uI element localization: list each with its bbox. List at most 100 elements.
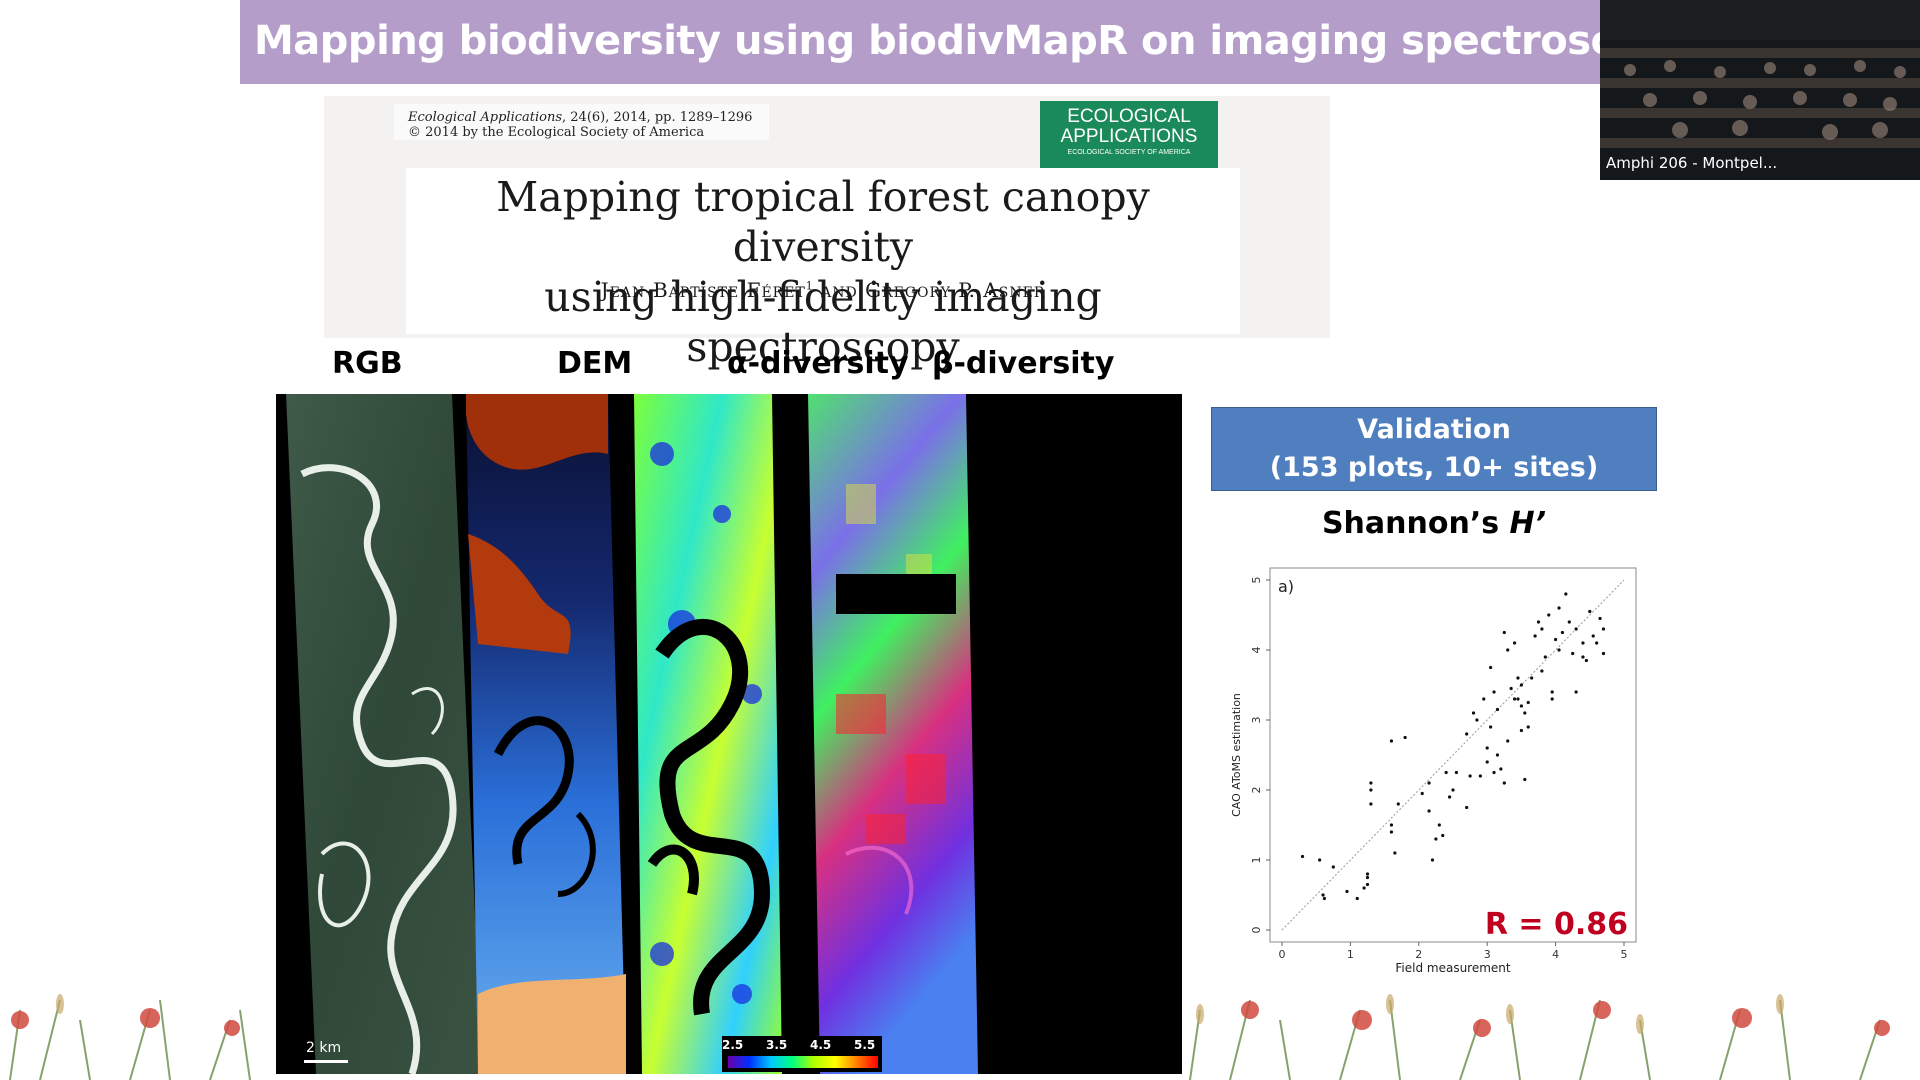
scatter-point (1482, 697, 1486, 701)
paper-authors: Jean-Baptiste Féret1 and Gregory P. Asne… (406, 278, 1240, 302)
scatter-point (1519, 683, 1523, 687)
scatter-point (1567, 620, 1571, 624)
y-tick-label: 0 (1250, 927, 1263, 934)
colorbar-tick: 3.5 (766, 1038, 788, 1052)
scatter-point (1533, 634, 1537, 638)
scatter-point (1571, 651, 1575, 656)
lecture-hall-image (1600, 0, 1920, 180)
scatter-point (1485, 746, 1489, 750)
metric-prefix: Shannon’s (1321, 506, 1510, 541)
scatter-point (1526, 700, 1530, 705)
scatter-point (1489, 725, 1493, 729)
journal-logo: ECOLOGICAL APPLICATIONS ECOLOGICAL SOCIE… (1040, 101, 1218, 169)
colorbar-tick: 4.5 (810, 1038, 832, 1052)
x-tick-label: 0 (1279, 948, 1286, 961)
scatter-point (1427, 781, 1431, 785)
scatter-point (1468, 774, 1472, 778)
scatter-point (1389, 739, 1394, 743)
validation-title: Validation (1357, 414, 1511, 445)
correlation-annotation: R = 0.86 (1485, 907, 1628, 942)
participant-video-tile[interactable]: Amphi 206 - Montpel... (1600, 0, 1920, 180)
participant-label: Amphi 206 - Montpel... (1606, 154, 1778, 172)
scatter-point (1447, 795, 1452, 799)
alpha-diversity-map (634, 394, 782, 1074)
colorbar-gradient (728, 1056, 878, 1068)
y-tick-label: 5 (1250, 577, 1263, 584)
scatter-point (1475, 718, 1479, 722)
diversity-maps-figure: 2 km 2.5 3.5 4.5 5.5 (276, 394, 1182, 1074)
scatter-point (1601, 651, 1606, 656)
scatter-point (1557, 648, 1561, 652)
x-tick-label: 3 (1484, 948, 1491, 961)
x-tick-label: 2 (1415, 948, 1422, 961)
scatter-point (1502, 630, 1506, 635)
scatter-point (1523, 777, 1527, 782)
validation-box: Validation (153 plots, 10+ sites) (1211, 407, 1657, 491)
scatter-point (1581, 655, 1585, 659)
scatter-point (1512, 697, 1517, 701)
paper-title: Mapping tropical forest canopy diversity… (406, 172, 1240, 372)
paper-title-line-1: Mapping tropical forest canopy diversity (496, 173, 1150, 271)
map-label-rgb: RGB (332, 346, 403, 381)
scatter-point (1403, 735, 1407, 740)
logo-line-2: APPLICATIONS (1060, 126, 1198, 147)
scatter-point (1588, 609, 1592, 614)
map-label-alpha: α-diversity (727, 346, 909, 381)
author-1-affiliation: 1 (805, 279, 814, 293)
colorbar-tick: 2.5 (722, 1038, 744, 1052)
scatter-point (1560, 630, 1565, 635)
scatter-point (1492, 770, 1496, 775)
scatter-point (1369, 802, 1373, 806)
slide-title: Mapping biodiversity using biodivMapR on… (254, 18, 1695, 64)
scatter-point (1506, 648, 1510, 652)
scatter-point (1365, 872, 1370, 876)
scatter-point (1471, 711, 1476, 715)
scatter-point (1574, 690, 1578, 694)
scale-bar-label: 2 km (306, 1040, 342, 1056)
scatter-point (1516, 697, 1520, 701)
logo-line-3: ECOLOGICAL SOCIETY OF AMERICA (1067, 149, 1191, 156)
scatter-point (1550, 697, 1554, 701)
map-label-dem: DEM (557, 346, 633, 381)
scatter-point (1355, 896, 1359, 901)
scatter-point (1427, 809, 1431, 813)
x-tick-label: 1 (1347, 948, 1354, 961)
scatter-point (1495, 753, 1500, 757)
paper-title-line-2: using high-fidelity imaging spectroscopy (544, 273, 1102, 371)
author-1: Jean-Baptiste Féret (600, 278, 806, 302)
y-tick-label: 1 (1250, 857, 1263, 864)
alpha-colorbar: 2.5 3.5 4.5 5.5 (722, 1036, 882, 1072)
slide-title-bar: Mapping biodiversity using biodivMapR on… (240, 0, 1695, 84)
scatter-point (1345, 889, 1349, 894)
scatter-point (1536, 620, 1541, 624)
scatter-point (1506, 739, 1510, 743)
scatter-point (1519, 728, 1523, 733)
scatter-point (1300, 854, 1305, 859)
scatter-point (1564, 592, 1568, 596)
scatter-point (1554, 637, 1558, 642)
paper-citation: Ecological Applications, 24(6), 2014, pp… (394, 104, 769, 140)
x-tick-label: 5 (1621, 948, 1628, 961)
floral-border-decoration (9, 994, 1890, 1080)
y-tick-label: 2 (1250, 787, 1263, 794)
scatter-point (1369, 781, 1373, 785)
scatter-point (1584, 658, 1588, 663)
scatter-point (1523, 711, 1527, 715)
scatter-point (1502, 781, 1506, 785)
scatter-point (1595, 641, 1599, 645)
citation-copyright: © 2014 by the Ecological Society of Amer… (408, 125, 705, 140)
scatter-point (1331, 865, 1335, 869)
scatter-point (1365, 875, 1370, 880)
scatter-point (1526, 725, 1530, 729)
scatter-point (1318, 858, 1322, 862)
scatter-point (1322, 896, 1327, 901)
scatter-point (1519, 704, 1523, 708)
scatter-point (1492, 690, 1496, 694)
rgb-map (286, 394, 482, 1074)
scatter-point (1543, 655, 1547, 659)
scatter-point (1362, 886, 1366, 890)
scatter-point (1574, 627, 1578, 631)
panel-label: a) (1278, 577, 1294, 596)
author-2: and Gregory P. Asner (813, 278, 1046, 302)
scatter-point (1321, 893, 1325, 897)
